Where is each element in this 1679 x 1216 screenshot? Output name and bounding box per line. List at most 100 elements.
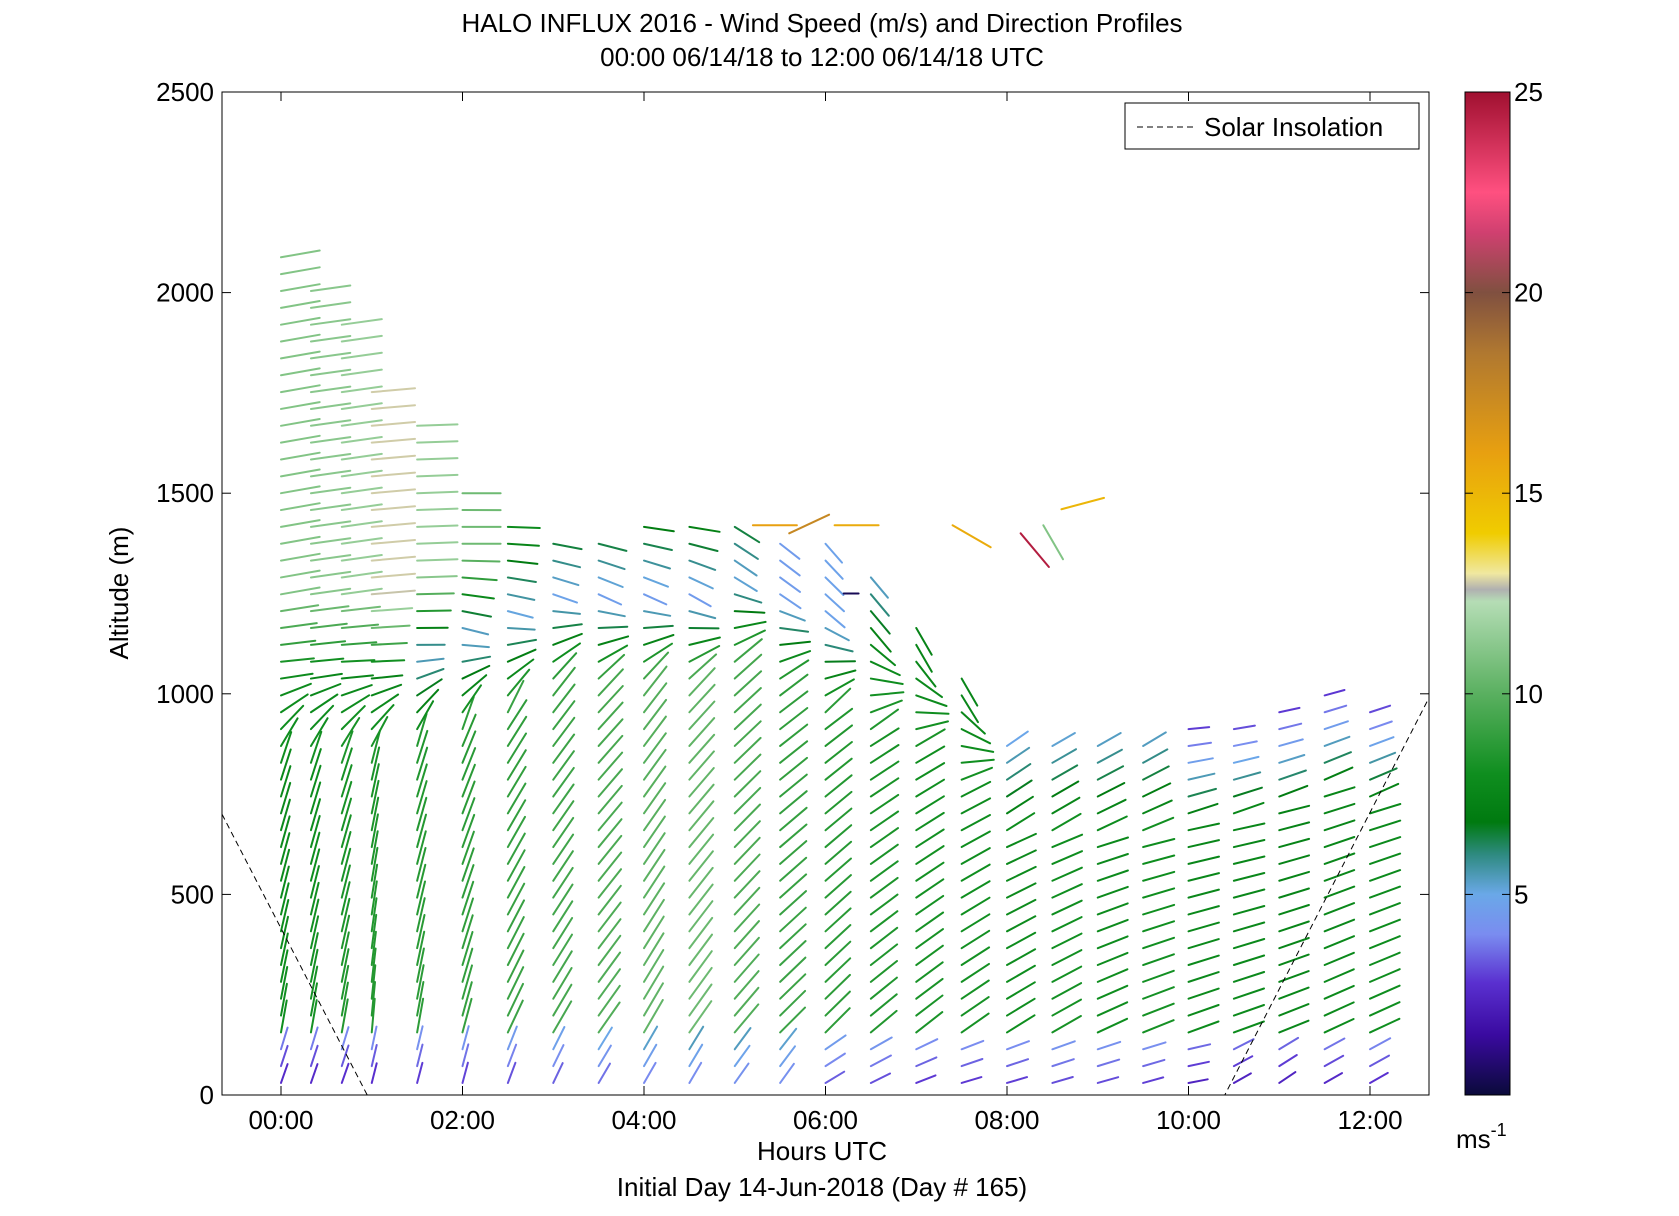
wind-barb bbox=[279, 848, 291, 882]
wind-barb bbox=[824, 542, 843, 564]
wind-barb bbox=[340, 948, 350, 983]
wind-barb bbox=[1187, 772, 1216, 781]
wind-barb bbox=[960, 766, 993, 781]
wind-barb bbox=[309, 419, 352, 427]
wind-barb bbox=[506, 668, 531, 697]
wind-barb bbox=[506, 715, 528, 747]
wind-barb bbox=[824, 576, 845, 596]
legend-box bbox=[1124, 102, 1420, 150]
wind-barb bbox=[688, 866, 714, 899]
wind-barb bbox=[824, 857, 852, 882]
wind-barb bbox=[279, 569, 321, 579]
wind-barb bbox=[788, 513, 831, 535]
wind-barb bbox=[869, 910, 899, 933]
wind-barb bbox=[552, 1000, 573, 1034]
wind-barb bbox=[597, 542, 628, 552]
y-axis: 0 500 1000 1500 2000 2500 bbox=[156, 77, 1429, 1110]
wind-barb bbox=[1051, 748, 1077, 764]
wind-barb bbox=[1278, 920, 1310, 933]
wind-barb bbox=[960, 1058, 984, 1068]
wind-barb bbox=[340, 641, 378, 646]
wind-barb bbox=[279, 798, 291, 832]
wind-barb bbox=[1278, 986, 1310, 1000]
wind-barb bbox=[1369, 968, 1401, 983]
colorbar-gradient bbox=[1464, 91, 1511, 1096]
wind-barb bbox=[461, 880, 475, 916]
wind-barb bbox=[1187, 787, 1217, 798]
wind-barb bbox=[824, 1034, 847, 1051]
x-tick-label: 00:00 bbox=[248, 1105, 313, 1135]
wind-barb bbox=[1096, 935, 1129, 950]
wind-barb bbox=[416, 830, 427, 865]
wind-barb bbox=[370, 779, 380, 815]
wind-barb bbox=[915, 894, 945, 916]
wind-barb bbox=[642, 982, 664, 1017]
wind-barb bbox=[461, 947, 474, 983]
wind-barb bbox=[779, 940, 807, 967]
wind-barb bbox=[779, 840, 808, 865]
wind-barb bbox=[1142, 731, 1167, 747]
wind-barb bbox=[688, 983, 713, 1017]
wind-barb bbox=[1232, 872, 1266, 882]
wind-barb bbox=[1369, 720, 1393, 731]
x-tick-label: 12:00 bbox=[1337, 1105, 1402, 1135]
wind-barb bbox=[1323, 704, 1348, 714]
wind-barb bbox=[340, 717, 361, 747]
wind-barb bbox=[309, 965, 319, 1000]
wind-barb bbox=[309, 520, 352, 528]
wind-barb bbox=[1232, 1038, 1255, 1051]
wind-barb bbox=[340, 520, 383, 528]
wind-barb bbox=[340, 570, 383, 579]
wind-barb bbox=[869, 827, 899, 849]
wind-barb bbox=[340, 847, 352, 882]
wind-barb bbox=[1187, 888, 1220, 899]
x-axis: 00:00 02:00 04:00 06:00 08:00 10:00 12:00 bbox=[248, 92, 1403, 1135]
wind-barb bbox=[824, 643, 854, 653]
wind-barb bbox=[733, 770, 762, 798]
wind-barb bbox=[416, 796, 428, 832]
wind-barb bbox=[779, 823, 808, 849]
wind-barb bbox=[1323, 869, 1356, 882]
wind-barb bbox=[279, 316, 321, 326]
wind-barb bbox=[779, 989, 807, 1017]
wind-barb bbox=[779, 650, 812, 663]
wind-barb bbox=[279, 468, 321, 478]
wind-barb bbox=[416, 813, 427, 849]
wind-barb bbox=[416, 609, 452, 613]
wind-barb bbox=[960, 711, 986, 735]
wind-barb bbox=[506, 966, 525, 1000]
x-tick-label: 06:00 bbox=[793, 1105, 858, 1135]
wind-barb bbox=[340, 1062, 350, 1084]
wind-barb bbox=[915, 745, 946, 764]
wind-barb bbox=[461, 830, 475, 865]
wind-barb bbox=[370, 674, 404, 680]
wind-barb bbox=[279, 1063, 289, 1084]
wind-barb bbox=[309, 335, 352, 343]
wind-barb bbox=[1232, 1055, 1254, 1068]
wind-barb bbox=[1369, 902, 1401, 916]
wind-barb bbox=[416, 423, 459, 427]
wind-barb bbox=[960, 694, 979, 724]
wind-barb bbox=[1232, 755, 1260, 764]
wind-barb bbox=[960, 979, 990, 1000]
wind-barb bbox=[416, 1043, 424, 1068]
wind-barb bbox=[1232, 971, 1266, 983]
wind-barb bbox=[1051, 1058, 1075, 1068]
wind-barb bbox=[779, 740, 809, 764]
wind-barb bbox=[1232, 938, 1266, 950]
wind-barb bbox=[1323, 918, 1356, 933]
wind-barb bbox=[552, 783, 575, 815]
wind-barb bbox=[552, 900, 574, 933]
wind-barb bbox=[1278, 821, 1311, 832]
wind-barb bbox=[340, 486, 383, 495]
wind-barb bbox=[1323, 984, 1355, 1000]
wind-barb bbox=[1142, 782, 1172, 798]
wind-barb bbox=[340, 368, 383, 377]
wind-barb bbox=[1096, 815, 1128, 832]
wind-barb bbox=[1006, 948, 1037, 967]
wind-barb bbox=[279, 266, 321, 276]
wind-barb bbox=[824, 741, 853, 764]
y-tick-label: 2500 bbox=[156, 77, 214, 107]
wind-barb bbox=[597, 801, 623, 832]
wind-barb bbox=[1096, 782, 1126, 798]
